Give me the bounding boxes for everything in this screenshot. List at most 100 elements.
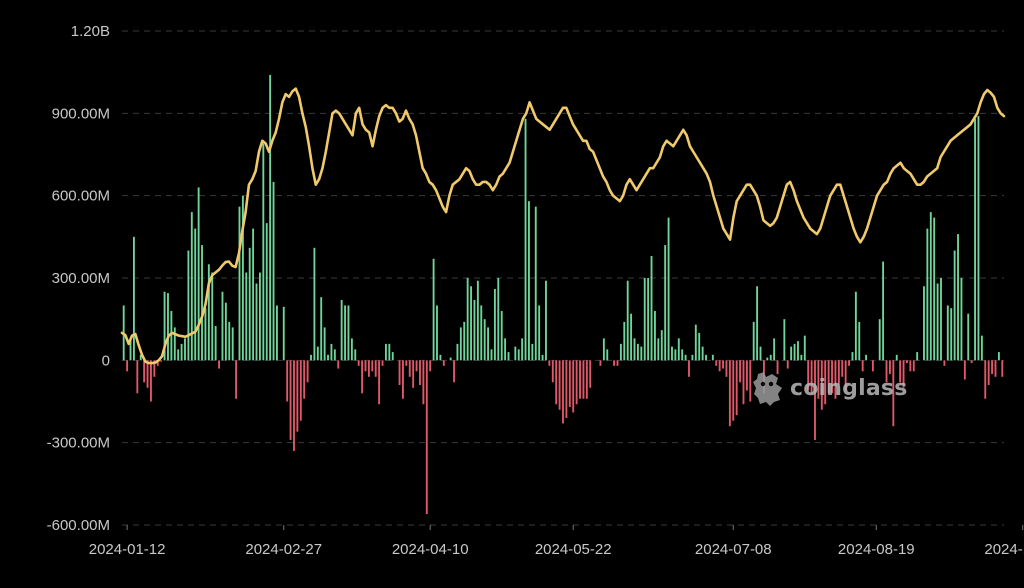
bar	[803, 335, 806, 361]
bar	[398, 360, 401, 386]
bar	[626, 280, 629, 361]
bar	[551, 360, 554, 383]
bar	[742, 360, 745, 405]
bar	[899, 360, 902, 383]
y-tick-label: 300.00M	[52, 270, 110, 287]
bar	[831, 360, 833, 394]
bar	[865, 354, 868, 361]
bar	[442, 360, 445, 366]
coinglass-logo-icon	[753, 372, 782, 406]
bar	[694, 324, 697, 361]
bar	[173, 327, 176, 361]
bar	[187, 250, 190, 361]
bar	[548, 360, 551, 366]
bar	[361, 360, 364, 394]
bar	[711, 354, 714, 361]
bar	[504, 338, 507, 361]
bar	[929, 212, 932, 361]
watermark-text: coinglass	[790, 375, 908, 401]
bar	[538, 305, 541, 361]
bar	[429, 360, 432, 372]
bar	[235, 360, 238, 399]
bar	[732, 360, 735, 421]
bar	[851, 352, 854, 361]
grid	[122, 30, 1004, 526]
bar	[705, 354, 707, 361]
x-tick-label: 2024-01-12	[89, 541, 166, 558]
bar	[201, 245, 203, 361]
bar	[602, 338, 605, 361]
series-line	[120, 87, 1006, 365]
bar	[293, 360, 295, 451]
bar	[572, 360, 575, 413]
bar	[190, 212, 193, 361]
bar	[957, 234, 959, 361]
bar	[153, 360, 156, 377]
bar	[728, 360, 731, 427]
bar	[933, 217, 936, 361]
bar	[871, 360, 874, 372]
bar	[660, 330, 663, 361]
bar	[156, 360, 159, 366]
bar	[814, 360, 816, 440]
bar	[521, 338, 524, 361]
bar	[238, 206, 241, 361]
bar	[776, 360, 779, 375]
bar	[197, 187, 200, 361]
bar	[793, 343, 796, 361]
bar	[994, 360, 997, 377]
bar	[643, 278, 646, 361]
bar	[194, 228, 197, 361]
bar	[136, 360, 139, 394]
bar	[616, 360, 619, 366]
bar	[167, 293, 169, 361]
bar	[946, 305, 949, 361]
bar	[456, 343, 459, 361]
bar	[858, 321, 861, 361]
bar	[378, 360, 381, 405]
bar	[500, 310, 503, 361]
bar	[507, 352, 510, 361]
bar	[892, 360, 895, 427]
bar	[180, 343, 183, 361]
bar	[143, 360, 146, 383]
bar	[810, 360, 813, 394]
bar	[568, 360, 571, 407]
x-tick-label: 2024-04-10	[392, 541, 469, 558]
bar	[636, 343, 639, 361]
bar	[248, 247, 251, 361]
bar	[585, 360, 588, 399]
bar	[882, 261, 885, 361]
bar	[150, 360, 152, 402]
bar	[987, 360, 990, 386]
bar	[759, 346, 762, 361]
bar	[272, 181, 275, 361]
bar	[674, 349, 677, 361]
bar	[541, 354, 544, 361]
x-axis: 2024-01-12 2024-02-27 2024-04-10 2024-05-22…	[89, 525, 1024, 558]
bar	[579, 360, 581, 399]
bar	[1001, 360, 1004, 377]
bar	[340, 299, 343, 361]
bar	[633, 338, 636, 361]
bar	[310, 354, 312, 361]
bar	[163, 291, 166, 361]
bar	[299, 360, 302, 421]
bar	[991, 360, 994, 375]
bar	[129, 338, 132, 361]
bar	[211, 272, 214, 361]
bar	[756, 286, 759, 361]
bar	[514, 346, 517, 361]
bar	[606, 349, 609, 361]
bar	[480, 305, 483, 361]
bar	[286, 360, 289, 402]
bar	[984, 360, 987, 399]
bar	[837, 360, 840, 386]
bar	[276, 305, 278, 361]
bar	[258, 272, 261, 361]
bar	[296, 360, 299, 432]
bar	[384, 343, 387, 361]
bar	[684, 354, 687, 361]
x-tick-label: 2024-10-01	[984, 541, 1024, 558]
